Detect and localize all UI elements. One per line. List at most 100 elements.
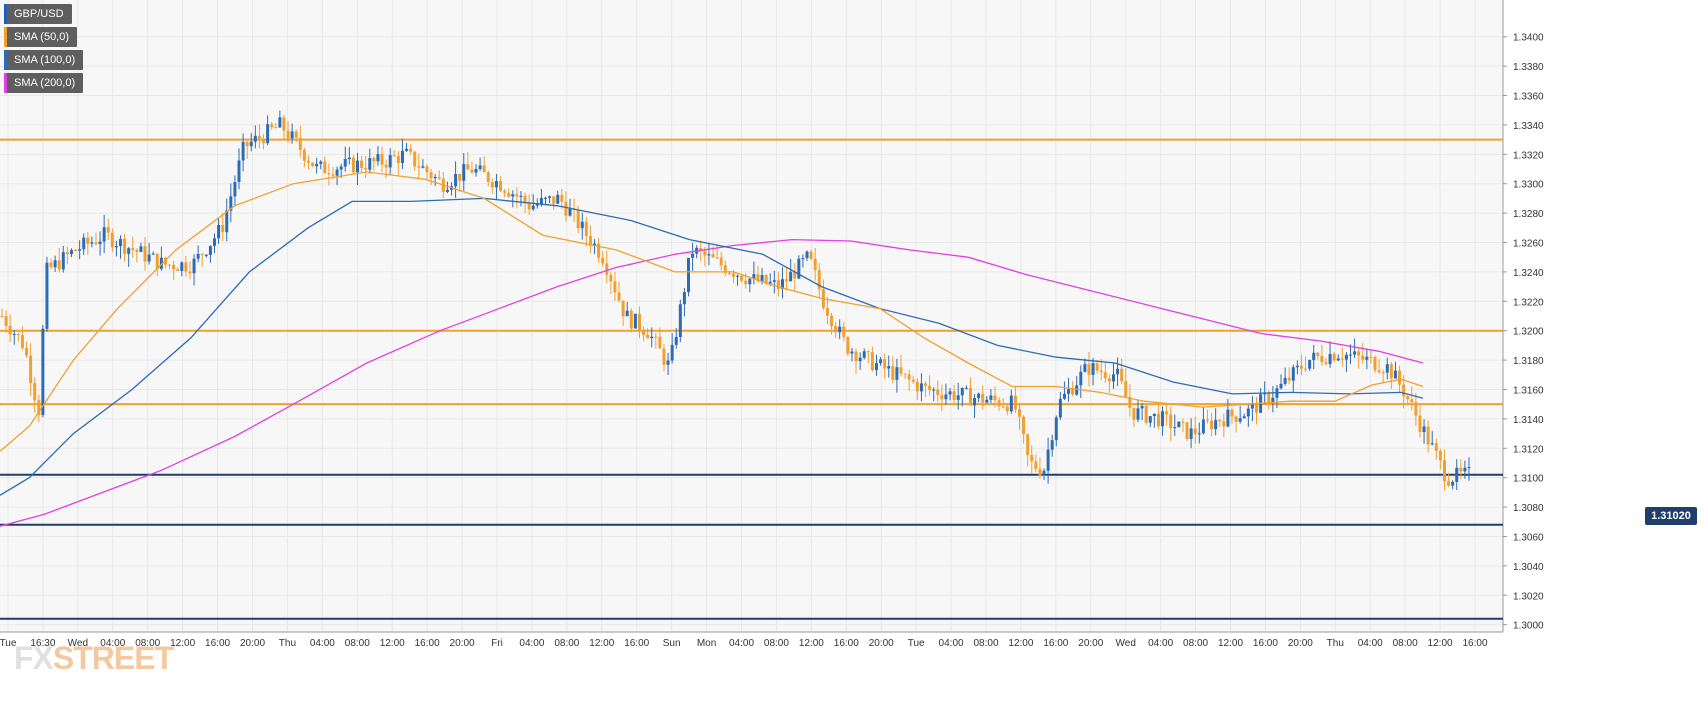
x-tick-label: 16:30 — [30, 638, 55, 649]
x-tick-label: 16:00 — [1043, 638, 1068, 649]
candle-body — [662, 348, 666, 365]
candle-body — [940, 395, 944, 400]
candle-body — [1173, 427, 1177, 429]
logo-part-fx: FX — [14, 640, 54, 676]
candle-body — [139, 246, 143, 252]
candle-body — [768, 281, 772, 284]
candle-body — [584, 221, 588, 236]
candle-body — [1165, 411, 1169, 415]
candle-body — [78, 249, 82, 251]
candle-body — [290, 131, 294, 139]
legend-item-3[interactable]: SMA (200,0) — [4, 73, 84, 93]
candle-body — [629, 310, 633, 329]
candle-body — [343, 159, 347, 167]
candle-body — [225, 210, 229, 233]
x-tick-label: 04:00 — [729, 638, 754, 649]
candle-body — [1344, 354, 1348, 360]
candle-body — [703, 250, 707, 256]
candle-body — [968, 387, 972, 406]
candle-body — [1107, 378, 1111, 382]
x-tick-label: 20:00 — [1288, 638, 1313, 649]
candle-body — [270, 124, 274, 128]
x-tick-label: 16:00 — [415, 638, 440, 649]
legend-item-2[interactable]: SMA (100,0) — [4, 50, 84, 70]
candle-body — [838, 326, 842, 333]
candle-body — [351, 157, 355, 173]
candle-body — [805, 251, 809, 259]
candle-body — [707, 254, 711, 256]
candle-body — [90, 242, 94, 244]
candle-body — [813, 258, 817, 271]
candle-body — [184, 262, 188, 272]
candle-body — [339, 166, 343, 170]
candle-body — [392, 155, 396, 157]
candle-body — [1116, 368, 1120, 375]
candle-body — [1140, 405, 1144, 409]
candle-body — [282, 117, 286, 131]
candle-body — [302, 149, 306, 161]
y-tick-label: 1.3260 — [1513, 239, 1544, 250]
candle-body — [1079, 371, 1083, 386]
candle-body — [1214, 420, 1218, 430]
candle-body — [609, 274, 613, 282]
legend-item-1[interactable]: SMA (50,0) — [4, 27, 78, 47]
candle-body — [1267, 393, 1271, 403]
candle-body — [1124, 381, 1128, 397]
candle-body — [1250, 403, 1254, 409]
candle-body — [895, 367, 899, 380]
candle-body — [474, 169, 478, 173]
candle-body — [20, 335, 24, 348]
candle-body — [217, 225, 221, 239]
candle-body — [433, 176, 437, 179]
candle-body — [834, 326, 838, 333]
candle-body — [82, 237, 86, 250]
candle-body — [548, 196, 552, 198]
candle-body — [891, 366, 895, 380]
candle-body — [993, 395, 997, 401]
candle-body — [842, 326, 846, 338]
candle-body — [12, 333, 16, 335]
legend-item-0[interactable]: GBP/USD — [4, 4, 72, 24]
candle-body — [208, 245, 212, 255]
x-tick-label: 08:00 — [1393, 638, 1418, 649]
candle-body — [458, 173, 462, 181]
candle-body — [1095, 363, 1099, 371]
candle-body — [789, 271, 793, 282]
x-tick-label: Wed — [68, 638, 88, 649]
x-tick-label: 16:00 — [624, 638, 649, 649]
x-tick-label: 08:00 — [973, 638, 998, 649]
candle-body — [539, 198, 543, 205]
candle-body — [1373, 356, 1377, 371]
x-tick-label: 20:00 — [450, 638, 475, 649]
candle-body — [1197, 433, 1201, 435]
candle-body — [1393, 370, 1397, 379]
y-tick-label: 1.3020 — [1513, 591, 1544, 602]
candle-body — [229, 196, 233, 211]
candle-body — [1156, 413, 1160, 427]
legend-swatch — [4, 4, 7, 24]
candle-body — [817, 270, 821, 290]
candle-body — [192, 258, 196, 274]
candle-body — [429, 172, 433, 179]
candle-body — [180, 262, 184, 271]
candle-body — [1128, 396, 1132, 408]
y-tick-label: 1.3040 — [1513, 562, 1544, 573]
x-tick-label: 20:00 — [240, 638, 265, 649]
candle-body — [37, 400, 41, 416]
candle-body — [364, 168, 368, 170]
candle-body — [1246, 408, 1250, 417]
candle-body — [200, 253, 204, 256]
candle-body — [928, 385, 932, 390]
candle-body — [1447, 481, 1451, 486]
candle-body — [1022, 416, 1026, 435]
legend-swatch — [4, 27, 7, 47]
candle-body — [977, 393, 981, 399]
candle-body — [613, 281, 617, 293]
candle-body — [1161, 411, 1165, 427]
candle-body — [57, 260, 61, 270]
candle-body — [1034, 461, 1038, 470]
candle-body — [1132, 407, 1136, 420]
candle-body — [809, 251, 813, 259]
candle-body — [1136, 408, 1140, 420]
